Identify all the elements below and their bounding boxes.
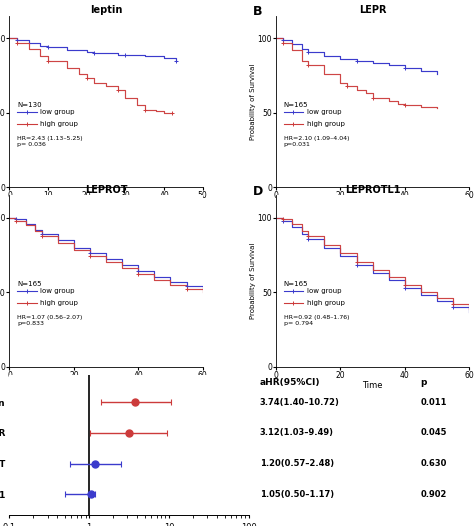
Text: 1.20(0.57–2.48): 1.20(0.57–2.48) bbox=[260, 459, 334, 468]
X-axis label: Time: Time bbox=[363, 381, 383, 390]
X-axis label: Time: Time bbox=[363, 202, 383, 211]
Title: leptin: leptin bbox=[90, 5, 122, 15]
Text: N=165: N=165 bbox=[284, 102, 308, 107]
Text: 3.74(1.40–10.72): 3.74(1.40–10.72) bbox=[260, 398, 339, 407]
Text: 1.05(0.50–1.17): 1.05(0.50–1.17) bbox=[260, 490, 334, 499]
Text: 0.902: 0.902 bbox=[421, 490, 447, 499]
Text: low group: low group bbox=[40, 288, 75, 295]
Text: aHR(95%CI): aHR(95%CI) bbox=[260, 378, 320, 387]
Text: low group: low group bbox=[40, 109, 75, 115]
Y-axis label: Probability of Survival: Probability of Survival bbox=[250, 243, 256, 319]
Title: LEPROTL1: LEPROTL1 bbox=[345, 185, 401, 195]
Text: D: D bbox=[253, 185, 263, 198]
Text: N=130: N=130 bbox=[17, 102, 42, 107]
Text: B: B bbox=[253, 5, 263, 18]
Text: 0.011: 0.011 bbox=[421, 398, 447, 407]
Text: high group: high group bbox=[307, 300, 345, 306]
Text: HR=2.10 (1.09–4.04)
p=0.031: HR=2.10 (1.09–4.04) p=0.031 bbox=[284, 136, 349, 147]
Title: LEPROT: LEPROT bbox=[85, 185, 128, 195]
Text: N=165: N=165 bbox=[17, 281, 42, 287]
X-axis label: Time: Time bbox=[96, 202, 116, 211]
Text: HR=1.07 (0.56–2.07)
p=0.833: HR=1.07 (0.56–2.07) p=0.833 bbox=[17, 316, 82, 326]
Text: HR=2.43 (1.13–5.25)
p= 0.036: HR=2.43 (1.13–5.25) p= 0.036 bbox=[17, 136, 83, 147]
Text: low group: low group bbox=[307, 288, 341, 295]
Text: p: p bbox=[421, 378, 427, 387]
Text: high group: high group bbox=[40, 121, 78, 127]
Text: N=165: N=165 bbox=[284, 281, 308, 287]
Title: LEPR: LEPR bbox=[359, 5, 386, 15]
Text: high group: high group bbox=[40, 300, 78, 306]
Text: 0.630: 0.630 bbox=[421, 459, 447, 468]
Text: high group: high group bbox=[307, 121, 345, 127]
Text: HR=0.92 (0.48–1.76)
p= 0.794: HR=0.92 (0.48–1.76) p= 0.794 bbox=[284, 316, 349, 326]
Y-axis label: Probability of Survival: Probability of Survival bbox=[250, 63, 256, 140]
Text: low group: low group bbox=[307, 109, 341, 115]
Text: 3.12(1.03–9.49): 3.12(1.03–9.49) bbox=[260, 429, 334, 438]
X-axis label: Time: Time bbox=[96, 381, 116, 390]
Text: 0.045: 0.045 bbox=[421, 429, 447, 438]
